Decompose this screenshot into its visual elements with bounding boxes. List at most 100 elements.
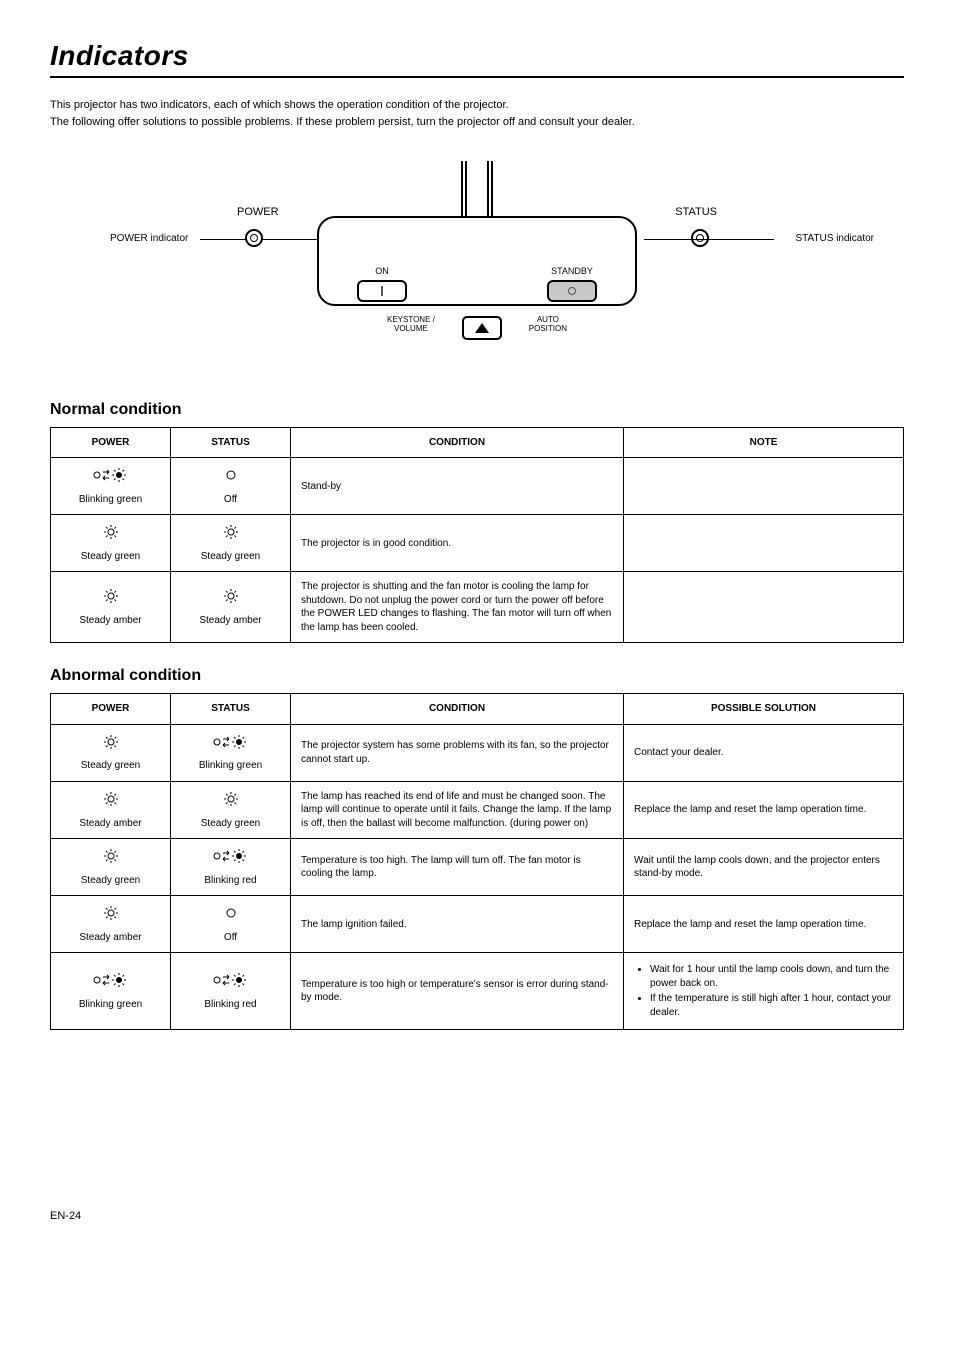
status-indicator: Steady green <box>171 515 291 572</box>
status-indicator: Steady green <box>171 781 291 839</box>
power-indicator: Blinking green <box>51 458 171 515</box>
power-indicator: Steady amber <box>51 896 171 953</box>
condition-cell: The lamp ignition failed. <box>291 896 624 953</box>
col-status: STATUS <box>171 427 291 458</box>
power-indicator-icon <box>91 971 131 994</box>
col-condition: CONDITION <box>291 427 624 458</box>
power-indicator-label: Steady amber <box>61 614 160 628</box>
solution-cell: Wait for 1 hour until the lamp cools dow… <box>624 953 904 1030</box>
col-condition: CONDITION <box>291 694 624 725</box>
on-label: ON <box>357 266 407 276</box>
status-indicator-label: Steady amber <box>181 614 280 628</box>
condition-cell: The projector is shutting and the fan mo… <box>291 572 624 643</box>
col-status: STATUS <box>171 694 291 725</box>
status-indicator: Steady amber <box>171 572 291 643</box>
leader-line-right <box>644 239 774 240</box>
power-led-icon <box>245 229 263 247</box>
power-indicator-icon <box>91 523 131 546</box>
page-title: Indicators <box>50 40 904 72</box>
condition-cell: The projector is in good condition. <box>291 515 624 572</box>
power-indicator-label: Steady amber <box>61 931 160 945</box>
condition-cell: Temperature is too high or temperature's… <box>291 953 624 1030</box>
title-rule <box>50 76 904 78</box>
table-row: Steady green Blinking green The projecto… <box>51 724 904 781</box>
condition-cell: The lamp has reached its end of life and… <box>291 781 624 839</box>
power-indicator: Steady green <box>51 839 171 896</box>
power-indicator: Blinking green <box>51 953 171 1030</box>
normal-table: POWER STATUS CONDITION NOTE Blinking gre… <box>50 427 904 644</box>
status-indicator-icon <box>211 847 251 870</box>
table-row: Steady green Blinking red Temperature is… <box>51 839 904 896</box>
power-indicator-icon <box>91 587 131 610</box>
table-row: Steady green Steady green The projector … <box>51 515 904 572</box>
power-indicator-label: Blinking green <box>61 998 160 1012</box>
keystone-label: KEYSTONE / VOLUME <box>387 316 435 334</box>
condition-cell: Stand-by <box>291 458 624 515</box>
normal-heading: Normal condition <box>50 401 904 419</box>
condition-cell: The projector system has some problems w… <box>291 724 624 781</box>
table-row: Blinking green Blinking red Temperature … <box>51 953 904 1030</box>
power-indicator-label: Steady green <box>61 550 160 564</box>
status-indicator-icon <box>211 971 251 994</box>
power-text: POWER <box>237 206 279 218</box>
note-cell <box>624 458 904 515</box>
table-row: Steady amber Steady green The lamp has r… <box>51 781 904 839</box>
status-indicator-icon <box>211 466 251 489</box>
button-row: ON STANDBY <box>357 266 597 302</box>
power-indicator-label: Steady green <box>61 874 160 888</box>
power-indicator-icon <box>91 466 131 489</box>
status-led-icon <box>691 229 709 247</box>
table-row: Blinking green Off Stand-by <box>51 458 904 515</box>
projector-diagram: POWER indicator POWER STATUS ON STANDBY … <box>50 161 904 361</box>
condition-cell: Temperature is too high. The lamp will t… <box>291 839 624 896</box>
status-indicator: Off <box>171 896 291 953</box>
standby-button-icon <box>547 280 597 302</box>
on-button-icon <box>357 280 407 302</box>
status-text: STATUS <box>675 206 717 218</box>
note-cell <box>624 572 904 643</box>
status-indicator-label: Steady green <box>181 817 280 831</box>
page-footer: EN-24 <box>50 1210 904 1222</box>
status-indicator-icon <box>211 733 251 756</box>
power-indicator: Steady green <box>51 724 171 781</box>
status-indicator-label: Blinking red <box>181 998 280 1012</box>
solution-item: Wait for 1 hour until the lamp cools dow… <box>650 963 893 990</box>
power-indicator-icon <box>91 790 131 813</box>
table-header-row: POWER STATUS CONDITION POSSIBLE SOLUTION <box>51 694 904 725</box>
status-indicator-icon <box>211 904 251 927</box>
status-indicator: Off <box>171 458 291 515</box>
solution-item: If the temperature is still high after 1… <box>650 992 893 1019</box>
power-indicator-icon <box>91 733 131 756</box>
power-indicator-icon <box>91 904 131 927</box>
power-indicator-label: POWER indicator <box>110 233 188 244</box>
status-indicator-icon <box>211 587 251 610</box>
triangle-button-icon <box>462 316 502 340</box>
power-indicator-label: Steady green <box>61 759 160 773</box>
power-indicator-label: Blinking green <box>61 493 160 507</box>
status-indicator-label: Off <box>181 493 280 507</box>
status-indicator-icon <box>211 523 251 546</box>
solution-cell: Wait until the lamp cools down, and the … <box>624 839 904 896</box>
solution-cell: Replace the lamp and reset the lamp oper… <box>624 896 904 953</box>
table-row: Steady amber Off The lamp ignition faile… <box>51 896 904 953</box>
power-indicator: Steady amber <box>51 572 171 643</box>
standby-label: STANDBY <box>547 266 597 276</box>
status-indicator: Blinking red <box>171 839 291 896</box>
col-power: POWER <box>51 427 171 458</box>
abnormal-heading: Abnormal condition <box>50 667 904 685</box>
control-panel: POWER STATUS ON STANDBY KEYSTONE / VOLUM… <box>287 161 667 361</box>
solution-cell: Replace the lamp and reset the lamp oper… <box>624 781 904 839</box>
status-indicator: Blinking red <box>171 953 291 1030</box>
power-indicator-icon <box>91 847 131 870</box>
solution-list: Wait for 1 hour until the lamp cools dow… <box>634 963 893 1019</box>
intro-line-2: The following offer solutions to possibl… <box>50 115 904 130</box>
bottom-row: KEYSTONE / VOLUME AUTO POSITION <box>387 316 567 340</box>
abnormal-table: POWER STATUS CONDITION POSSIBLE SOLUTION… <box>50 693 904 1030</box>
intro-line-1: This projector has two indicators, each … <box>50 98 904 113</box>
col-note: NOTE <box>624 427 904 458</box>
note-cell <box>624 515 904 572</box>
status-indicator-label: Off <box>181 931 280 945</box>
status-indicator-label: STATUS indicator <box>795 233 874 244</box>
solution-cell: Contact your dealer. <box>624 724 904 781</box>
power-indicator-label: Steady amber <box>61 817 160 831</box>
